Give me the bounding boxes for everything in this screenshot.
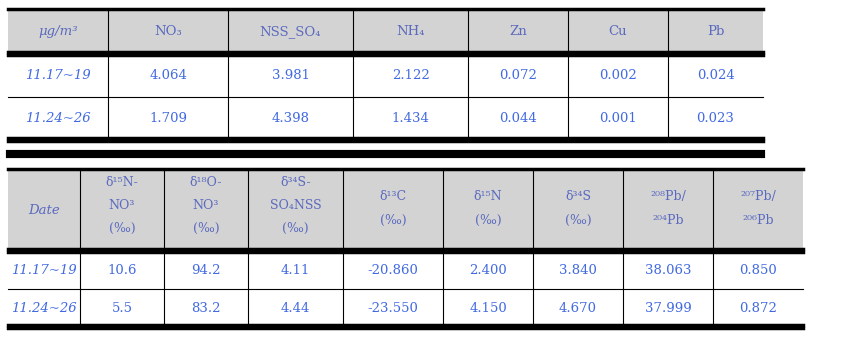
Text: (‰): (‰)	[109, 222, 135, 235]
Text: 1.709: 1.709	[149, 112, 187, 125]
Text: -23.550: -23.550	[368, 302, 418, 315]
Text: 3.840: 3.840	[559, 263, 597, 277]
Text: μg/m³: μg/m³	[38, 25, 78, 38]
Text: δ¹⁵N-: δ¹⁵N-	[106, 176, 139, 190]
Text: 5.5: 5.5	[111, 302, 133, 315]
Text: 0.024: 0.024	[697, 69, 734, 82]
Text: (‰): (‰)	[475, 214, 501, 227]
Text: NSS_SO₄: NSS_SO₄	[260, 25, 321, 38]
Text: 94.2: 94.2	[192, 263, 221, 277]
Text: 2.400: 2.400	[469, 263, 507, 277]
Text: 0.872: 0.872	[739, 302, 777, 315]
Text: (‰): (‰)	[380, 214, 406, 227]
Text: ²⁰⁷Pb/: ²⁰⁷Pb/	[740, 190, 776, 202]
Text: 4.11: 4.11	[280, 263, 310, 277]
Text: NO³: NO³	[193, 198, 219, 212]
Text: NO₃: NO₃	[154, 25, 182, 38]
Text: -20.860: -20.860	[368, 263, 418, 277]
Text: 0.002: 0.002	[599, 69, 637, 82]
Bar	[8, 54, 763, 97]
Text: ²⁰⁸Pb/: ²⁰⁸Pb/	[650, 190, 686, 202]
Text: Date: Date	[28, 203, 60, 216]
Text: 11.24~26: 11.24~26	[25, 112, 91, 125]
Text: Zn: Zn	[509, 25, 527, 38]
Text: 4.670: 4.670	[559, 302, 597, 315]
Text: 0.850: 0.850	[739, 263, 777, 277]
Text: 0.044: 0.044	[499, 112, 537, 125]
Text: 1.434: 1.434	[392, 112, 429, 125]
Text: ²⁰⁴Pb: ²⁰⁴Pb	[652, 214, 684, 227]
Text: Pb: Pb	[707, 25, 724, 38]
Text: 3.981: 3.981	[272, 69, 310, 82]
Text: 83.2: 83.2	[192, 302, 221, 315]
Bar	[8, 97, 763, 140]
Text: δ¹⁸O-: δ¹⁸O-	[190, 176, 222, 190]
Text: ²⁰⁶Pb: ²⁰⁶Pb	[742, 214, 774, 227]
Text: 4.398: 4.398	[272, 112, 310, 125]
Text: 0.001: 0.001	[599, 112, 637, 125]
Text: 0.023: 0.023	[697, 112, 734, 125]
Text: δ³⁴S: δ³⁴S	[565, 190, 591, 202]
Text: NH₄: NH₄	[396, 25, 425, 38]
Text: δ³⁴S-: δ³⁴S-	[280, 176, 311, 190]
Bar	[8, 169, 803, 251]
Text: 11.24~26: 11.24~26	[11, 302, 77, 315]
Text: (‰): (‰)	[282, 222, 309, 235]
Text: (‰): (‰)	[564, 214, 592, 227]
Text: 11.17~19: 11.17~19	[25, 69, 91, 82]
Text: 4.44: 4.44	[280, 302, 310, 315]
Text: 38.063: 38.063	[645, 263, 691, 277]
Text: δ¹³C: δ¹³C	[380, 190, 407, 202]
Text: Cu: Cu	[609, 25, 628, 38]
Text: NO³: NO³	[109, 198, 135, 212]
Bar	[8, 9, 763, 54]
Bar	[8, 251, 803, 289]
Bar	[8, 289, 803, 327]
Text: 2.122: 2.122	[392, 69, 429, 82]
Text: 0.072: 0.072	[499, 69, 537, 82]
Text: 37.999: 37.999	[645, 302, 692, 315]
Text: 4.150: 4.150	[469, 302, 507, 315]
Text: (‰): (‰)	[192, 222, 220, 235]
Text: 11.17~19: 11.17~19	[11, 263, 77, 277]
Text: 10.6: 10.6	[107, 263, 137, 277]
Text: SO₄NSS: SO₄NSS	[269, 198, 321, 212]
Text: δ¹⁵N: δ¹⁵N	[474, 190, 503, 202]
Text: 4.064: 4.064	[149, 69, 187, 82]
